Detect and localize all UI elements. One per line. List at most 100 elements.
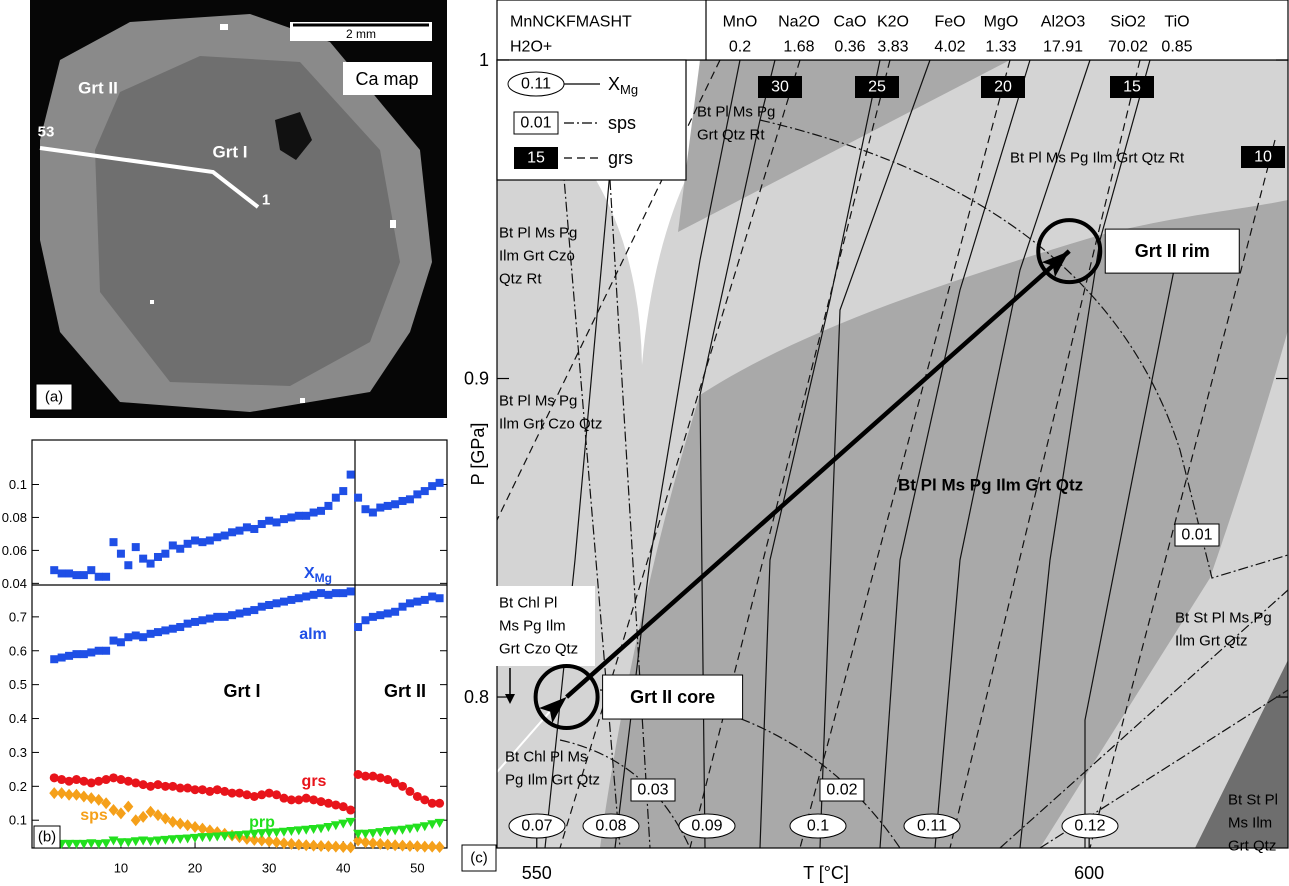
data-point (221, 613, 229, 621)
isopleth-label: 0.11 (521, 76, 551, 93)
isopleth-label: 0.12 (1074, 818, 1105, 835)
data-point (280, 515, 288, 523)
data-point (361, 505, 369, 513)
data-point (139, 633, 147, 641)
data-point (295, 512, 303, 520)
field-label: Bt Pl Ms Pg Ilm Grt Qtz (898, 476, 1083, 495)
data-point (369, 509, 377, 517)
oxide-name: Al2O3 (1041, 14, 1086, 31)
data-point (279, 794, 288, 803)
y-axis-label: P [GPa] (468, 423, 488, 486)
data-point (257, 790, 266, 799)
data-point (58, 654, 66, 662)
data-point (198, 785, 207, 794)
isopleth-label: 0.07 (521, 818, 552, 835)
y-tick-label: 0.7 (9, 609, 27, 624)
legend-name: X (608, 74, 620, 94)
isopleth-label: 0.01 (1181, 527, 1212, 544)
field-label: Ms Pg Ilm (499, 618, 566, 635)
legend-label: sps (608, 113, 636, 133)
data-point (428, 593, 436, 601)
data-point (354, 770, 363, 779)
data-point (72, 650, 80, 658)
field-label: Bt Chl Pl Ms (505, 749, 588, 766)
data-point (294, 795, 303, 804)
data-point (50, 655, 58, 663)
data-point (198, 616, 206, 624)
data-point (368, 772, 377, 781)
data-point (109, 773, 118, 782)
field-label: Grt Czo Qtz (499, 641, 578, 658)
data-point (147, 560, 155, 568)
scale-bar-label: 2 mm (346, 27, 376, 41)
legend-label: grs (608, 148, 633, 168)
data-point (280, 598, 288, 606)
data-point (110, 538, 118, 546)
data-point (95, 647, 103, 655)
data-point (324, 799, 333, 808)
field-label: Bt St Pl (1228, 792, 1278, 809)
data-point (317, 507, 325, 515)
oxide-value: 3.83 (877, 39, 908, 56)
y-tick-label: 0.08 (2, 510, 27, 525)
data-point (95, 573, 103, 581)
oxide-value: 0.2 (729, 39, 751, 56)
isopleth-label: 15 (527, 150, 545, 167)
data-point (191, 537, 199, 545)
legend-name: sps (608, 113, 636, 133)
x-tick-label: 550 (522, 863, 552, 883)
data-point (324, 591, 332, 599)
data-point (250, 606, 258, 614)
data-point (331, 800, 340, 809)
oxide-name: SiO2 (1110, 14, 1146, 31)
oxide-name: TiO (1164, 14, 1189, 31)
data-point (198, 538, 206, 546)
oxide-value: 1.68 (783, 39, 814, 56)
data-point (102, 775, 111, 784)
field-label: Grt Qtz (1228, 838, 1276, 855)
data-point (399, 497, 407, 505)
data-point (354, 623, 362, 631)
data-point (354, 494, 362, 502)
system-name: MnNCKFMASHT (510, 14, 632, 31)
figure: 2 mm Ca map Grt II Grt I 53 1 (a) (0, 0, 1289, 886)
point-label: Grt II rim (1135, 241, 1210, 261)
data-point (220, 787, 229, 796)
oxide-name: FeO (934, 14, 965, 31)
y-tick-label: 0.8 (464, 687, 489, 707)
data-point (87, 778, 96, 787)
field-label: Bt St Pl Ms Pg (1175, 610, 1272, 627)
data-point (302, 512, 310, 520)
data-point (206, 615, 214, 623)
y-tick-label: 0.5 (9, 677, 27, 692)
data-point (436, 594, 444, 602)
y-tick-label: 1 (479, 50, 489, 70)
field-label: Bt Pl Ms Pg (697, 104, 775, 121)
isopleth-label: 15 (1123, 79, 1141, 96)
data-point (102, 647, 110, 655)
data-point (310, 591, 318, 599)
data-point (421, 487, 429, 495)
data-point (139, 780, 148, 789)
panel-label: (b) (38, 829, 56, 846)
data-point (317, 589, 325, 597)
data-point (183, 784, 192, 793)
isopleth-label: 0.09 (691, 818, 722, 835)
isopleth-label: 25 (868, 79, 886, 96)
data-point (250, 792, 259, 801)
data-point (369, 613, 377, 621)
series-name: prp (249, 814, 275, 831)
field-label: Qtz Rt (499, 271, 542, 288)
field-label: Ilm Grt Qtz (1175, 633, 1248, 650)
data-point (65, 569, 73, 577)
data-point (287, 513, 295, 521)
data-point (295, 594, 303, 602)
x-axis-label: T [°C] (803, 863, 849, 883)
field-label: Bt Chl Pl (499, 595, 557, 612)
isopleth-label: 0.03 (637, 782, 668, 799)
data-point (309, 795, 318, 804)
x-tick-label: 40 (336, 861, 350, 876)
series-name: grs (302, 773, 327, 790)
oxide-value: 70.02 (1108, 39, 1148, 56)
isopleth-label: 0.01 (520, 115, 551, 132)
